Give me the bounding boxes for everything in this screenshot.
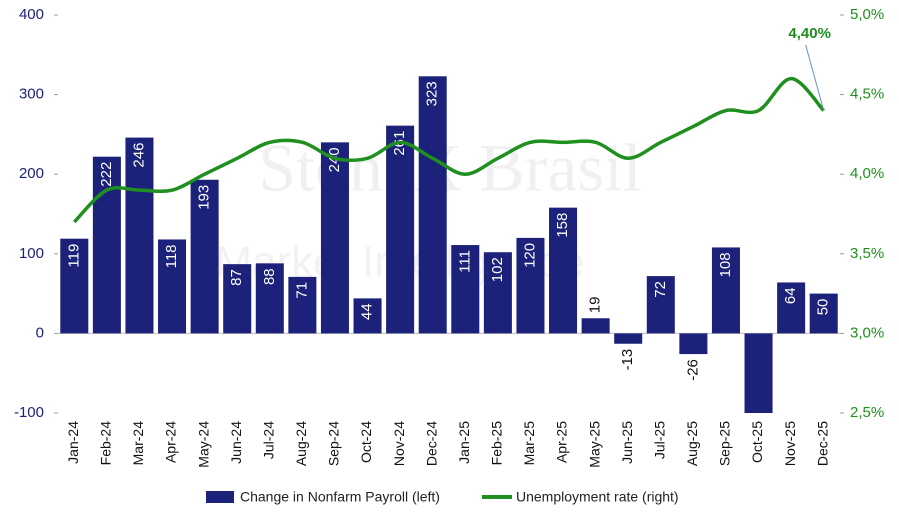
bar xyxy=(581,318,610,334)
x-tick-label: May-25 xyxy=(586,421,602,468)
bar-value-label: 323 xyxy=(424,81,441,106)
bar-value-label: 120 xyxy=(521,243,538,268)
x-tick-label: Mar-25 xyxy=(521,421,537,466)
x-tick-label: Oct-24 xyxy=(358,421,374,463)
bar xyxy=(451,245,480,334)
x-tick-label: Jul-24 xyxy=(260,421,276,459)
bar-value-label: 44 xyxy=(359,303,376,320)
bar xyxy=(288,276,317,334)
y2-tick-label: 2,5% xyxy=(850,404,884,421)
y2-tick-label: 4,0% xyxy=(850,165,884,182)
x-tick-label: May-24 xyxy=(195,421,211,468)
bar xyxy=(777,282,806,334)
bar-value-label: 87 xyxy=(228,269,245,286)
bar xyxy=(809,293,838,334)
bar-value-label: -26 xyxy=(684,359,701,381)
x-tick-label: Aug-24 xyxy=(293,421,309,466)
plot-area xyxy=(60,76,838,413)
bar xyxy=(223,264,252,334)
y-tick-label: 300 xyxy=(19,86,44,103)
bar-value-label: 50 xyxy=(815,299,832,316)
y2-tick-label: 3,0% xyxy=(850,324,884,341)
y2-tick-label: 4,5% xyxy=(850,86,884,103)
bar-value-label: -13 xyxy=(619,349,636,371)
y-tick-label: 400 xyxy=(19,6,44,23)
bar-value-label: 246 xyxy=(130,143,147,168)
bar xyxy=(125,137,154,334)
x-tick-label: Aug-25 xyxy=(684,421,700,466)
x-tick-label: Nov-25 xyxy=(782,421,798,466)
bar-value-label: 118 xyxy=(163,244,180,268)
legend-swatch xyxy=(206,491,234,503)
bar-value-label: 158 xyxy=(554,213,571,238)
x-tick-label: Apr-24 xyxy=(163,421,179,463)
bar xyxy=(158,239,187,334)
bar-value-label: 72 xyxy=(652,281,669,298)
bar-value-label: 108 xyxy=(717,252,734,277)
bar xyxy=(190,179,219,334)
bar-value-label: 64 xyxy=(782,287,799,304)
legend-label: Unemployment rate (right) xyxy=(516,489,679,505)
x-tick-label: Jan-24 xyxy=(65,421,81,464)
x-tick-label: Feb-25 xyxy=(489,421,505,466)
x-tick-label: Dec-24 xyxy=(423,421,439,466)
x-tick-label: Nov-24 xyxy=(391,421,407,466)
y-tick-label: 0 xyxy=(36,324,44,341)
y2-tick-label: 3,5% xyxy=(850,245,884,262)
x-tick-label: Sep-25 xyxy=(717,421,733,466)
bar xyxy=(386,125,415,334)
bar xyxy=(549,207,578,334)
x-tick-label: Jul-25 xyxy=(651,421,667,459)
legend-label: Change in Nonfarm Payroll (left) xyxy=(240,489,440,505)
bar-value-label: 19 xyxy=(587,297,604,314)
x-tick-label: Oct-25 xyxy=(749,421,765,463)
x-tick-label: Mar-24 xyxy=(130,421,146,466)
x-tick-label: Jan-25 xyxy=(456,421,472,464)
bar xyxy=(614,333,643,344)
x-tick-label: Feb-24 xyxy=(98,421,114,466)
bar xyxy=(353,298,382,334)
bar xyxy=(483,252,512,334)
y2-tick-label: 5,0% xyxy=(850,6,884,23)
bar-value-label: 102 xyxy=(489,257,506,282)
bar xyxy=(744,333,773,413)
bar-value-label: 88 xyxy=(261,268,278,285)
bar xyxy=(711,247,740,334)
bar xyxy=(255,263,284,334)
x-tick-label: Sep-24 xyxy=(326,421,342,466)
x-tick-label: Dec-25 xyxy=(814,421,830,466)
x-tick-label: Apr-25 xyxy=(554,421,570,463)
bar xyxy=(646,276,675,334)
bar xyxy=(418,76,447,334)
y-tick-label: -100 xyxy=(14,404,44,421)
bar xyxy=(320,142,349,334)
y-tick-label: 100 xyxy=(19,245,44,262)
bar xyxy=(60,238,89,334)
x-tick-label: Jun-25 xyxy=(619,421,635,464)
bar-value-label: 119 xyxy=(65,244,82,268)
bar-value-label: 193 xyxy=(196,185,213,210)
bar xyxy=(679,333,708,355)
bar-value-label: 71 xyxy=(293,282,310,299)
bar-value-label: 111 xyxy=(456,250,473,273)
line xyxy=(73,76,826,224)
bar xyxy=(516,237,545,334)
x-tick-label: Jun-24 xyxy=(228,421,244,464)
line-value-label: 4,40% xyxy=(788,25,831,42)
bar-value-label: 222 xyxy=(98,162,115,187)
annotation-leader xyxy=(805,44,825,111)
y-tick-label: 200 xyxy=(19,165,44,182)
